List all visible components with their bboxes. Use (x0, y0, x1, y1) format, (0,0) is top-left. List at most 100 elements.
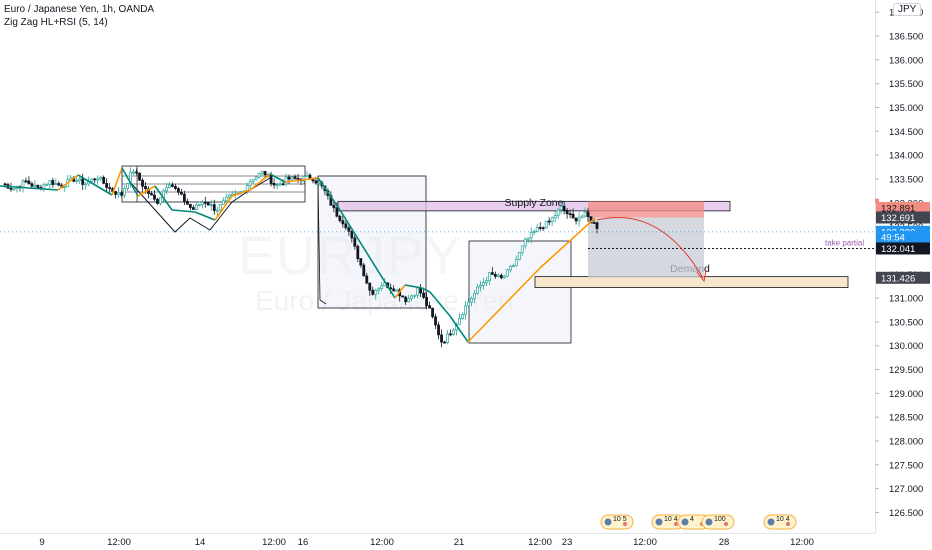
candle-body (452, 329, 455, 335)
price-tick-label: 129.000 (889, 389, 923, 400)
candle-body (499, 274, 503, 279)
projection-arrowhead (696, 269, 707, 283)
time-tick-label: 21 (454, 537, 465, 548)
event-badge-icon (655, 518, 663, 526)
candle-body (138, 172, 141, 181)
candle-body (413, 294, 417, 297)
event-badge-label: 10 5 (613, 516, 627, 523)
candle-body (221, 200, 225, 205)
price-axis: 137.000136.500136.000135.500135.000134.5… (875, 0, 932, 533)
candle-body (305, 174, 309, 177)
candle-body (395, 289, 399, 292)
candle-body (48, 180, 52, 185)
zigzag-segment (214, 195, 233, 221)
candle-body (30, 183, 34, 187)
symbol-title[interactable]: Euro / Japanese Yen, 1h, OANDA (4, 4, 155, 15)
candle-body (141, 179, 144, 187)
time-tick-label: 12:00 (790, 537, 814, 548)
candle-body (254, 176, 258, 181)
candle-body (257, 173, 261, 178)
candle-body (580, 215, 584, 219)
candle-body (440, 334, 443, 343)
price-tick-label: 136.500 (889, 32, 923, 43)
candle-body (12, 188, 16, 191)
candle-body (365, 275, 369, 284)
candle-body (93, 178, 97, 181)
event-badge-label: 100 (714, 516, 726, 523)
indicator-title[interactable]: Zig Zag HL+RSI (5, 14) (4, 17, 108, 28)
zigzag-segment (394, 284, 406, 299)
candle-body (479, 285, 482, 288)
candle-body (105, 182, 109, 188)
time-tick-label: 12:00 (528, 537, 552, 548)
candle-body (90, 178, 94, 182)
candle-body (185, 200, 189, 205)
candle-body (281, 183, 285, 186)
candle-body (165, 187, 168, 192)
candle-body (51, 180, 55, 185)
candle-body (496, 274, 500, 277)
take-partial-label: take partial (825, 239, 864, 248)
zigzag-segment (154, 185, 173, 211)
candle-body (123, 188, 126, 196)
zigzag-segment (231, 189, 251, 197)
candle-body (212, 204, 216, 211)
candle-body (251, 179, 255, 183)
candle-body (177, 188, 180, 193)
time-tick-label: 12:00 (262, 537, 286, 548)
event-badge-label: 4 (690, 516, 694, 523)
candle-body (278, 183, 282, 186)
candle-body (341, 220, 345, 225)
price-tick-label: 134.500 (889, 127, 923, 138)
candle-body (419, 287, 422, 294)
zigzag-segment (111, 167, 123, 196)
price-label: 132.891 (881, 203, 915, 214)
candle-body (541, 227, 545, 230)
event-badge-label: 10 4 (776, 516, 790, 523)
candle-body (75, 180, 79, 182)
candle-body (371, 289, 375, 295)
candle-body (302, 176, 306, 182)
currency-badge[interactable]: JPY (893, 3, 922, 16)
candle-body (446, 333, 449, 344)
candle-body (401, 295, 405, 298)
candle-body (544, 220, 548, 229)
zigzag-segment (284, 177, 319, 183)
candle-body (487, 272, 491, 282)
candle-body (505, 269, 509, 277)
price-tick-label: 126.500 (889, 508, 923, 519)
risk-zone (588, 201, 704, 218)
candle-body (99, 176, 103, 180)
candle-body (449, 333, 452, 336)
candle-body (380, 285, 384, 289)
candle-body (350, 230, 354, 239)
event-badge-icon (604, 518, 612, 526)
candle-body (21, 180, 25, 188)
candle-body (458, 317, 461, 325)
candle-body (174, 186, 177, 189)
candle-body (535, 227, 539, 232)
candle-body (338, 215, 342, 221)
price-label: 131.426 (881, 273, 915, 284)
candle-body (559, 205, 563, 211)
candle-body (583, 211, 587, 217)
candle-body (353, 237, 357, 247)
candle-body (153, 194, 156, 200)
candle-body (422, 292, 425, 298)
candle-body (308, 174, 312, 179)
candle-body (377, 288, 381, 291)
candle-body (344, 223, 348, 229)
candle-body (188, 203, 192, 208)
drop-arrow (317, 179, 327, 305)
candle-body (407, 298, 411, 303)
event-badge: 10 4 (763, 514, 797, 530)
candle-body (57, 183, 61, 186)
zigzag-segment (269, 173, 286, 183)
zigzag-segment (539, 217, 596, 269)
candle-body (404, 296, 408, 303)
candle-body (374, 289, 378, 295)
zigzag-segment (449, 315, 469, 343)
